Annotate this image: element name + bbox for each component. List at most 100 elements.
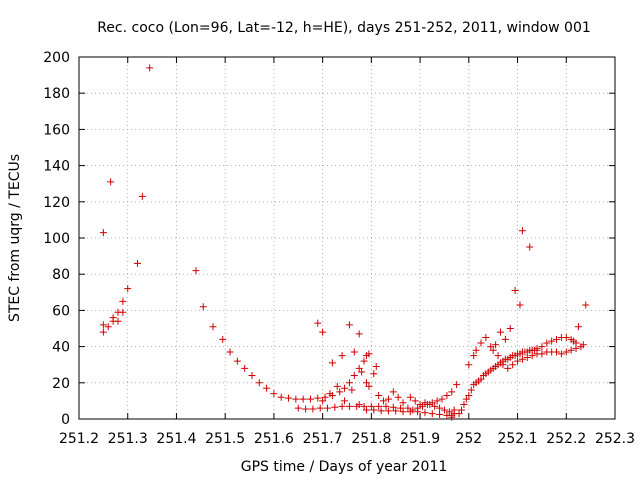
data-point bbox=[426, 401, 434, 409]
data-point bbox=[146, 64, 154, 72]
y-tick-label: 80 bbox=[52, 267, 70, 283]
data-point bbox=[314, 394, 322, 402]
data-point bbox=[292, 395, 300, 403]
data-point bbox=[462, 395, 470, 403]
data-point bbox=[362, 406, 370, 414]
data-point bbox=[319, 328, 327, 336]
data-point bbox=[509, 361, 517, 369]
data-point bbox=[263, 384, 271, 392]
data-point bbox=[477, 339, 485, 347]
data-point bbox=[406, 393, 414, 401]
data-point bbox=[445, 408, 453, 416]
data-points bbox=[99, 64, 590, 421]
data-point bbox=[465, 391, 473, 399]
data-point bbox=[416, 401, 424, 409]
data-point bbox=[472, 346, 480, 354]
data-point bbox=[421, 399, 429, 407]
data-point bbox=[562, 348, 570, 356]
data-point bbox=[453, 381, 461, 389]
data-point bbox=[579, 341, 587, 349]
data-point bbox=[377, 407, 385, 415]
data-point bbox=[582, 301, 590, 309]
data-point bbox=[523, 353, 531, 361]
data-point bbox=[333, 382, 341, 390]
data-point bbox=[574, 323, 582, 331]
data-point bbox=[365, 350, 373, 358]
data-point bbox=[501, 335, 509, 343]
y-tick-label: 120 bbox=[43, 195, 70, 211]
x-tick-label: 251.3 bbox=[108, 431, 148, 447]
data-point bbox=[518, 355, 526, 363]
data-point bbox=[219, 335, 227, 343]
data-point bbox=[440, 406, 448, 414]
y-tick-label: 40 bbox=[52, 340, 70, 356]
y-tick-label: 160 bbox=[43, 122, 70, 138]
data-point bbox=[338, 402, 346, 410]
data-point bbox=[504, 364, 512, 372]
data-point bbox=[489, 346, 497, 354]
data-point bbox=[365, 382, 373, 390]
data-point bbox=[104, 323, 112, 331]
data-point bbox=[389, 388, 397, 396]
data-point bbox=[553, 335, 561, 343]
data-point bbox=[384, 407, 392, 415]
data-point bbox=[338, 352, 346, 360]
data-point bbox=[382, 402, 390, 410]
data-point bbox=[511, 286, 519, 294]
data-point bbox=[494, 352, 502, 360]
data-point bbox=[543, 339, 551, 347]
x-tick-label: 252.2 bbox=[546, 431, 586, 447]
data-point bbox=[443, 391, 451, 399]
data-point bbox=[345, 379, 353, 387]
data-point bbox=[470, 352, 478, 360]
data-point bbox=[458, 406, 466, 414]
data-point bbox=[516, 301, 524, 309]
data-point bbox=[392, 407, 400, 415]
ticks: 251.2 251.3 251.4 251.5 251.6 251.7 251.8 251.9… bbox=[43, 50, 635, 447]
data-point bbox=[331, 403, 339, 411]
data-point bbox=[448, 388, 456, 396]
data-point bbox=[326, 390, 334, 398]
x-tick-label: 251.2 bbox=[59, 431, 99, 447]
data-point bbox=[553, 348, 561, 356]
data-point bbox=[192, 267, 200, 275]
data-point bbox=[375, 391, 383, 399]
data-point bbox=[362, 379, 370, 387]
data-point bbox=[199, 303, 207, 311]
data-point bbox=[348, 386, 356, 394]
data-point bbox=[538, 350, 546, 358]
data-point bbox=[397, 404, 405, 412]
y-tick-label: 200 bbox=[43, 50, 70, 66]
data-point bbox=[107, 178, 115, 186]
data-point bbox=[119, 297, 127, 305]
data-point bbox=[384, 395, 392, 403]
data-point bbox=[557, 350, 565, 358]
x-axis-label: GPS time / Days of year 2011 bbox=[241, 459, 448, 475]
data-point bbox=[248, 372, 256, 380]
data-point bbox=[428, 410, 436, 418]
data-point bbox=[306, 395, 314, 403]
data-point bbox=[341, 397, 349, 405]
data-point bbox=[487, 343, 495, 351]
data-point bbox=[336, 388, 344, 396]
data-point bbox=[124, 285, 132, 293]
data-point bbox=[241, 364, 249, 372]
data-point bbox=[436, 404, 444, 412]
data-point bbox=[119, 308, 127, 316]
data-point bbox=[375, 402, 383, 410]
data-point bbox=[448, 411, 456, 419]
data-point bbox=[321, 393, 329, 401]
data-point bbox=[226, 348, 234, 356]
data-point bbox=[302, 405, 310, 413]
data-point bbox=[316, 404, 324, 412]
data-point bbox=[399, 408, 407, 416]
data-point bbox=[277, 393, 285, 401]
data-point bbox=[414, 408, 422, 416]
data-point bbox=[138, 192, 146, 200]
data-point bbox=[328, 359, 336, 367]
data-point bbox=[350, 348, 358, 356]
data-point bbox=[345, 402, 353, 410]
data-point bbox=[99, 321, 107, 329]
data-point bbox=[460, 401, 468, 409]
